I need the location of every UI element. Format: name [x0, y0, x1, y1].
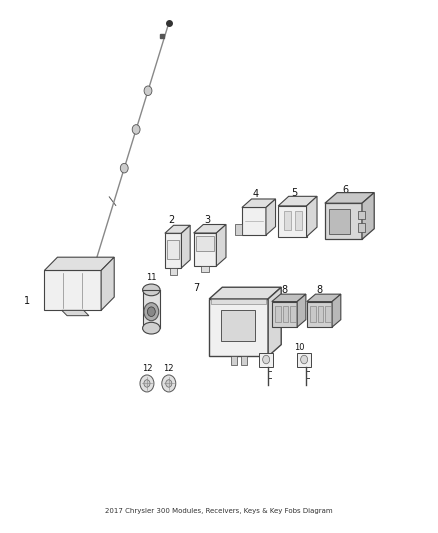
Polygon shape [266, 199, 276, 235]
Polygon shape [209, 287, 281, 299]
Bar [221, 310, 255, 341]
Bar [284, 211, 291, 230]
Circle shape [140, 375, 154, 392]
Bar [170, 268, 177, 275]
Polygon shape [209, 299, 268, 357]
Text: 10: 10 [294, 343, 305, 352]
Text: 10: 10 [258, 343, 268, 352]
Polygon shape [165, 225, 190, 233]
Polygon shape [44, 270, 101, 310]
Bar [325, 306, 331, 322]
Bar [143, 290, 160, 328]
Bar [212, 299, 266, 304]
Bar [235, 224, 242, 235]
Polygon shape [181, 225, 190, 268]
Ellipse shape [143, 322, 160, 334]
Polygon shape [242, 199, 276, 207]
Polygon shape [272, 302, 297, 327]
Text: 12: 12 [142, 364, 152, 373]
Bar [358, 223, 365, 232]
Text: 11: 11 [146, 273, 156, 281]
Polygon shape [362, 192, 374, 239]
Text: 5: 5 [291, 188, 298, 198]
Circle shape [263, 356, 270, 364]
Circle shape [162, 375, 176, 392]
Polygon shape [307, 302, 332, 327]
Text: 2017 Chrysler 300 Modules, Receivers, Keys & Key Fobs Diagram: 2017 Chrysler 300 Modules, Receivers, Ke… [105, 508, 333, 514]
Bar [196, 236, 214, 251]
Polygon shape [278, 206, 307, 237]
Text: 7: 7 [193, 284, 199, 293]
Ellipse shape [143, 284, 160, 296]
Polygon shape [325, 203, 362, 239]
Polygon shape [325, 192, 374, 203]
Circle shape [120, 164, 128, 173]
Text: 8: 8 [282, 285, 288, 295]
Text: 8: 8 [316, 285, 322, 295]
Polygon shape [332, 294, 341, 327]
Polygon shape [101, 257, 114, 310]
Text: 2: 2 [168, 215, 174, 225]
Polygon shape [216, 224, 226, 266]
Polygon shape [165, 233, 181, 268]
Text: 1: 1 [24, 296, 30, 306]
Bar [276, 306, 281, 322]
Circle shape [132, 125, 140, 134]
Text: 12: 12 [163, 364, 174, 373]
Bar [358, 211, 365, 219]
Polygon shape [307, 196, 317, 237]
Polygon shape [272, 294, 306, 302]
Polygon shape [278, 196, 317, 206]
Bar [283, 306, 288, 322]
Polygon shape [62, 310, 89, 316]
Circle shape [148, 307, 155, 317]
FancyArrowPatch shape [109, 197, 116, 206]
Circle shape [300, 356, 307, 364]
Bar [295, 211, 302, 230]
Text: 3: 3 [204, 215, 210, 225]
Polygon shape [307, 294, 341, 302]
Text: 6: 6 [343, 185, 349, 195]
Circle shape [144, 379, 150, 387]
Bar [310, 306, 316, 322]
Bar [167, 240, 179, 260]
Polygon shape [268, 287, 281, 357]
Polygon shape [194, 224, 226, 233]
Bar [318, 306, 323, 322]
Bar [297, 353, 311, 367]
Polygon shape [44, 257, 114, 270]
Bar [241, 357, 247, 365]
Circle shape [144, 303, 159, 321]
Text: 4: 4 [253, 189, 259, 199]
Bar [329, 208, 350, 234]
Polygon shape [242, 207, 266, 235]
Polygon shape [297, 294, 306, 327]
Bar [290, 306, 296, 322]
Polygon shape [194, 233, 216, 266]
Bar [201, 266, 209, 272]
Bar [231, 357, 237, 365]
Circle shape [166, 379, 172, 387]
Circle shape [144, 86, 152, 95]
Bar [259, 353, 273, 367]
